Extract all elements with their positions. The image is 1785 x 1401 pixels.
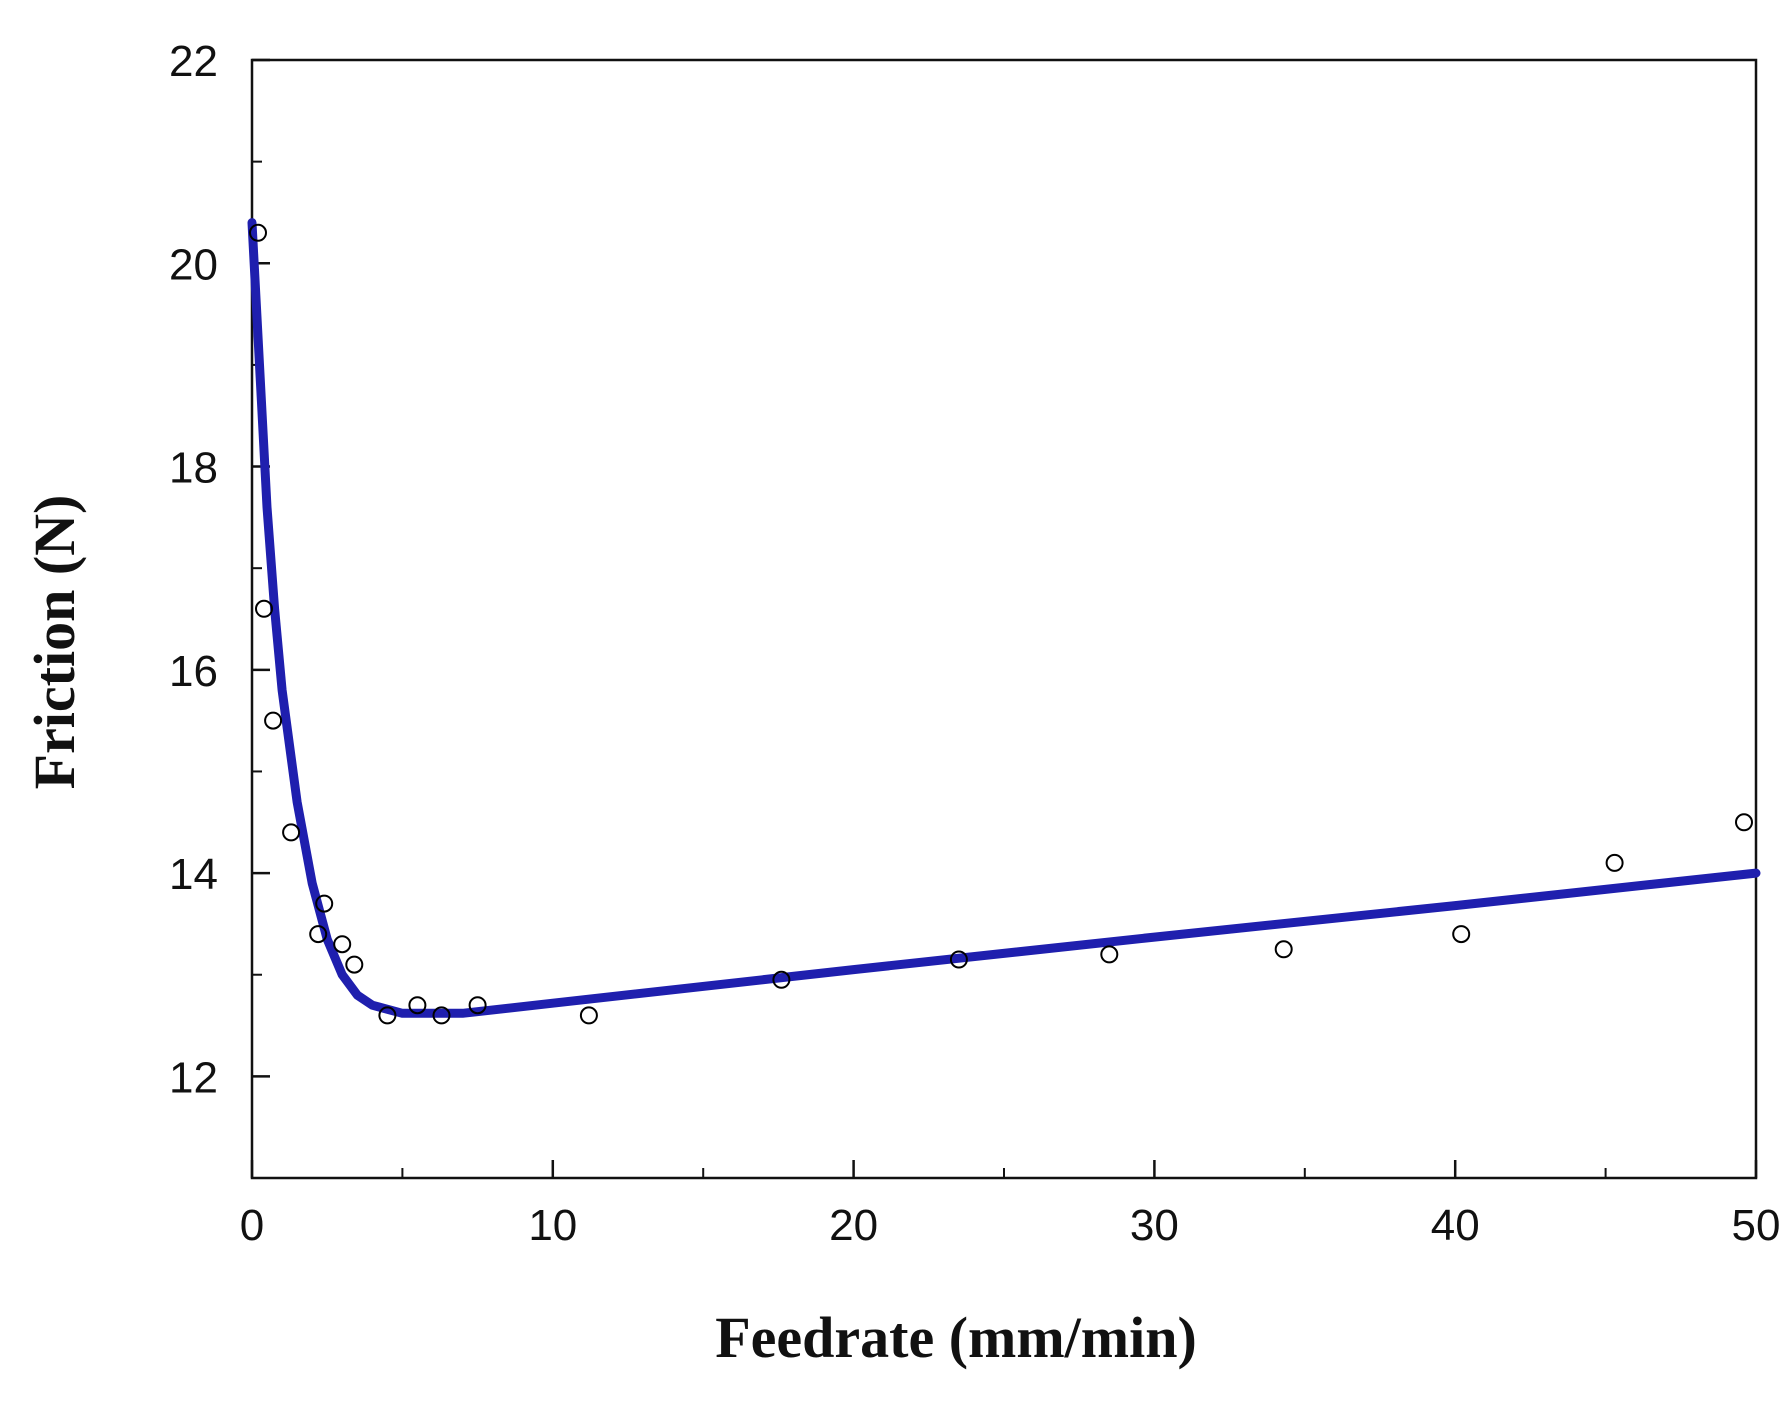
data-point [255,599,273,618]
data-point [309,925,328,944]
axis-ticks [250,58,1758,1178]
x-tick-label: 0 [240,1201,264,1250]
data-point [1735,813,1753,832]
y-tick-label: 22 [169,37,218,86]
y-tick-label: 18 [169,444,218,493]
data-point [579,1006,598,1025]
y-tick-label: 14 [169,850,218,899]
x-tick-label: 50 [1732,1201,1781,1250]
x-tick-label: 10 [528,1201,577,1250]
x-tick-label: 20 [829,1201,878,1250]
data-point [1100,945,1119,964]
data-point [282,823,301,842]
data-points [249,223,1753,1025]
x-tick-label: 30 [1130,1201,1179,1250]
tick-labels: 0 10 20 30 40 50 12 14 16 18 20 22 [169,37,1780,1250]
data-point [378,1006,397,1025]
data-point [949,950,968,969]
data-point [333,935,352,954]
x-tick-label: 40 [1431,1201,1480,1250]
fit-line-layer [247,218,1761,1018]
y-tick-label: 12 [169,1053,218,1102]
data-point [315,894,334,913]
data-point [249,223,267,242]
data-point [1452,925,1471,944]
data-point [264,711,283,730]
data-point [1605,853,1624,872]
data-point [408,996,427,1015]
fit-line [247,218,1761,1018]
data-point [468,996,487,1015]
y-axis-title: Friction (N) [22,495,87,790]
y-tick-label: 20 [169,240,218,289]
x-axis-title: Feedrate (mm/min) [715,1305,1197,1370]
y-tick-label: 16 [169,647,218,696]
data-point [432,1006,451,1025]
data-point [345,955,364,974]
data-point [1274,940,1293,959]
data-point [772,970,791,989]
